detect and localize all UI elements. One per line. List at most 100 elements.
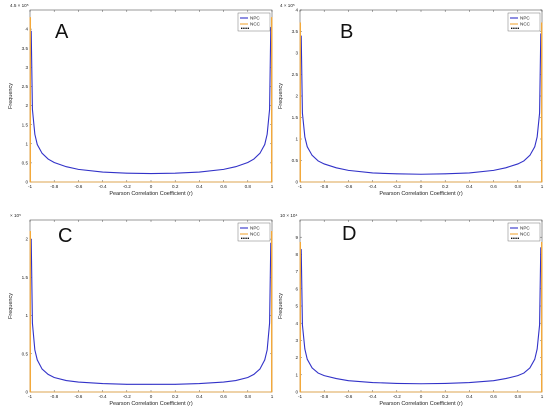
data-point-npc [505,167,507,169]
x-tick-label: -0.4 [369,394,377,399]
x-tick-label: 0.2 [442,184,449,189]
y-tick-label: 3 [295,338,298,343]
data-point-npc [304,136,306,138]
data-point-npc [65,166,67,168]
data-point-ncc [30,391,31,393]
data-point-npc [247,377,249,378]
legend-marker-dot [245,27,247,29]
data-point-ncc [30,17,31,18]
data-point-npc [126,172,128,174]
data-point-npc [302,324,303,326]
data-point-npc [469,382,470,383]
x-axis-label: Pearson Correlation Coefficient (r) [379,401,463,407]
y-tick-label: 5 [295,304,298,309]
data-point-npc [34,133,36,135]
y-tick-label: 2 [295,355,298,360]
data-point-npc [264,359,266,361]
x-tick-label: -0.6 [344,184,352,189]
x-tick-label: -0.2 [123,394,131,399]
data-point-npc [396,173,398,175]
data-point-npc [53,377,55,378]
legend-marker-dot [511,237,513,239]
data-point-npc [534,358,536,360]
axes-frame [299,219,543,393]
x-tick-label: 0.4 [466,394,473,399]
legend-label-ncc: NCC [250,22,261,27]
legend-marker-dot [515,237,517,239]
y-tick-label: 1.5 [22,122,29,127]
data-point-npc [223,381,224,383]
y-tick-label: 0 [295,180,298,185]
data-point-ncc [271,181,272,183]
data-point-npc [396,383,398,384]
x-tick-label: -1 [298,184,303,189]
x-tick-label: 0.4 [466,184,473,189]
panel-letter: B [340,21,353,43]
data-point-ncc [300,181,301,183]
y-axis-label: Frequency [278,83,284,109]
data-point-npc [174,384,176,385]
data-point-npc [126,384,128,385]
y-scale-label: 10 × 10⁴ [280,213,297,218]
y-tick-label: 4 [25,27,28,32]
data-point-ncc [29,391,31,393]
data-point-npc [300,248,302,250]
legend-label-npc: NPC [520,16,530,21]
x-axis-label: Pearson Correlation Coefficient (r) [379,191,463,197]
x-tick-label: -1 [298,394,303,399]
y-tick-label: 0 [25,180,28,185]
data-point-npc [247,162,249,163]
data-point-ncc [300,242,301,243]
data-point-npc [420,173,422,175]
y-tick-label: 1 [25,313,28,318]
panel-b: -1 -0.8 -0.6 -0.4 -0.2 0 0.2 0.4 0.6 0.8 1 0 0.5 1 1.5… [278,3,544,197]
data-point-ncc [299,181,301,183]
data-point-npc [306,358,308,360]
data-point-npc [269,109,270,110]
x-tick-label: -0.6 [74,184,82,189]
data-point-ncc [271,17,273,18]
legend-marker-dot [247,27,249,29]
data-point-npc [266,349,268,351]
data-point-npc [47,158,49,160]
x-tick-label: 0.6 [490,184,497,189]
x-tick-label: 1 [271,184,274,189]
x-tick-label: -0.8 [320,184,328,189]
data-point-npc [269,322,270,324]
panel-d: -1 -0.8 -0.6 -0.4 -0.2 0 0.2 0.4 0.6 0.8 1 0 1 2 3 4 5 6 7… [278,213,544,407]
legend-marker-dot [245,237,247,239]
y-tick-label: 1.5 [292,115,299,120]
x-tick-label: -0.6 [74,394,82,399]
data-point-ncc [271,231,273,232]
data-point-npc [78,169,79,170]
data-point-npc [53,162,55,163]
data-point-npc [34,349,36,351]
data-point-ncc [300,22,301,24]
panel-letter: C [58,225,72,247]
data-point-npc [505,378,507,379]
data-point-npc [534,146,536,148]
data-point-npc [536,136,538,138]
x-tick-label: 0.6 [220,184,227,189]
data-point-ncc [541,242,542,243]
data-point-npc [270,26,272,28]
legend-marker-dot [515,27,517,29]
y-axis-label: Frequency [8,83,14,109]
x-tick-label: -0.2 [393,394,401,399]
data-point-ncc [271,391,273,393]
data-point-npc [444,383,446,384]
legend-marker-dot [517,27,519,29]
data-point-npc [372,172,373,174]
axes-frame [29,219,273,393]
x-tick-label: 0.8 [515,184,522,189]
data-point-ncc [29,181,31,183]
data-point-npc [420,383,422,385]
data-point-npc [540,247,542,248]
legend-label-npc: NPC [250,226,260,231]
y-tick-label: 9 [295,235,298,240]
y-tick-label: 0 [295,390,298,395]
y-tick-label: 3 [295,51,298,56]
x-tick-label: 0.8 [245,184,252,189]
data-point-ncc [541,181,543,183]
